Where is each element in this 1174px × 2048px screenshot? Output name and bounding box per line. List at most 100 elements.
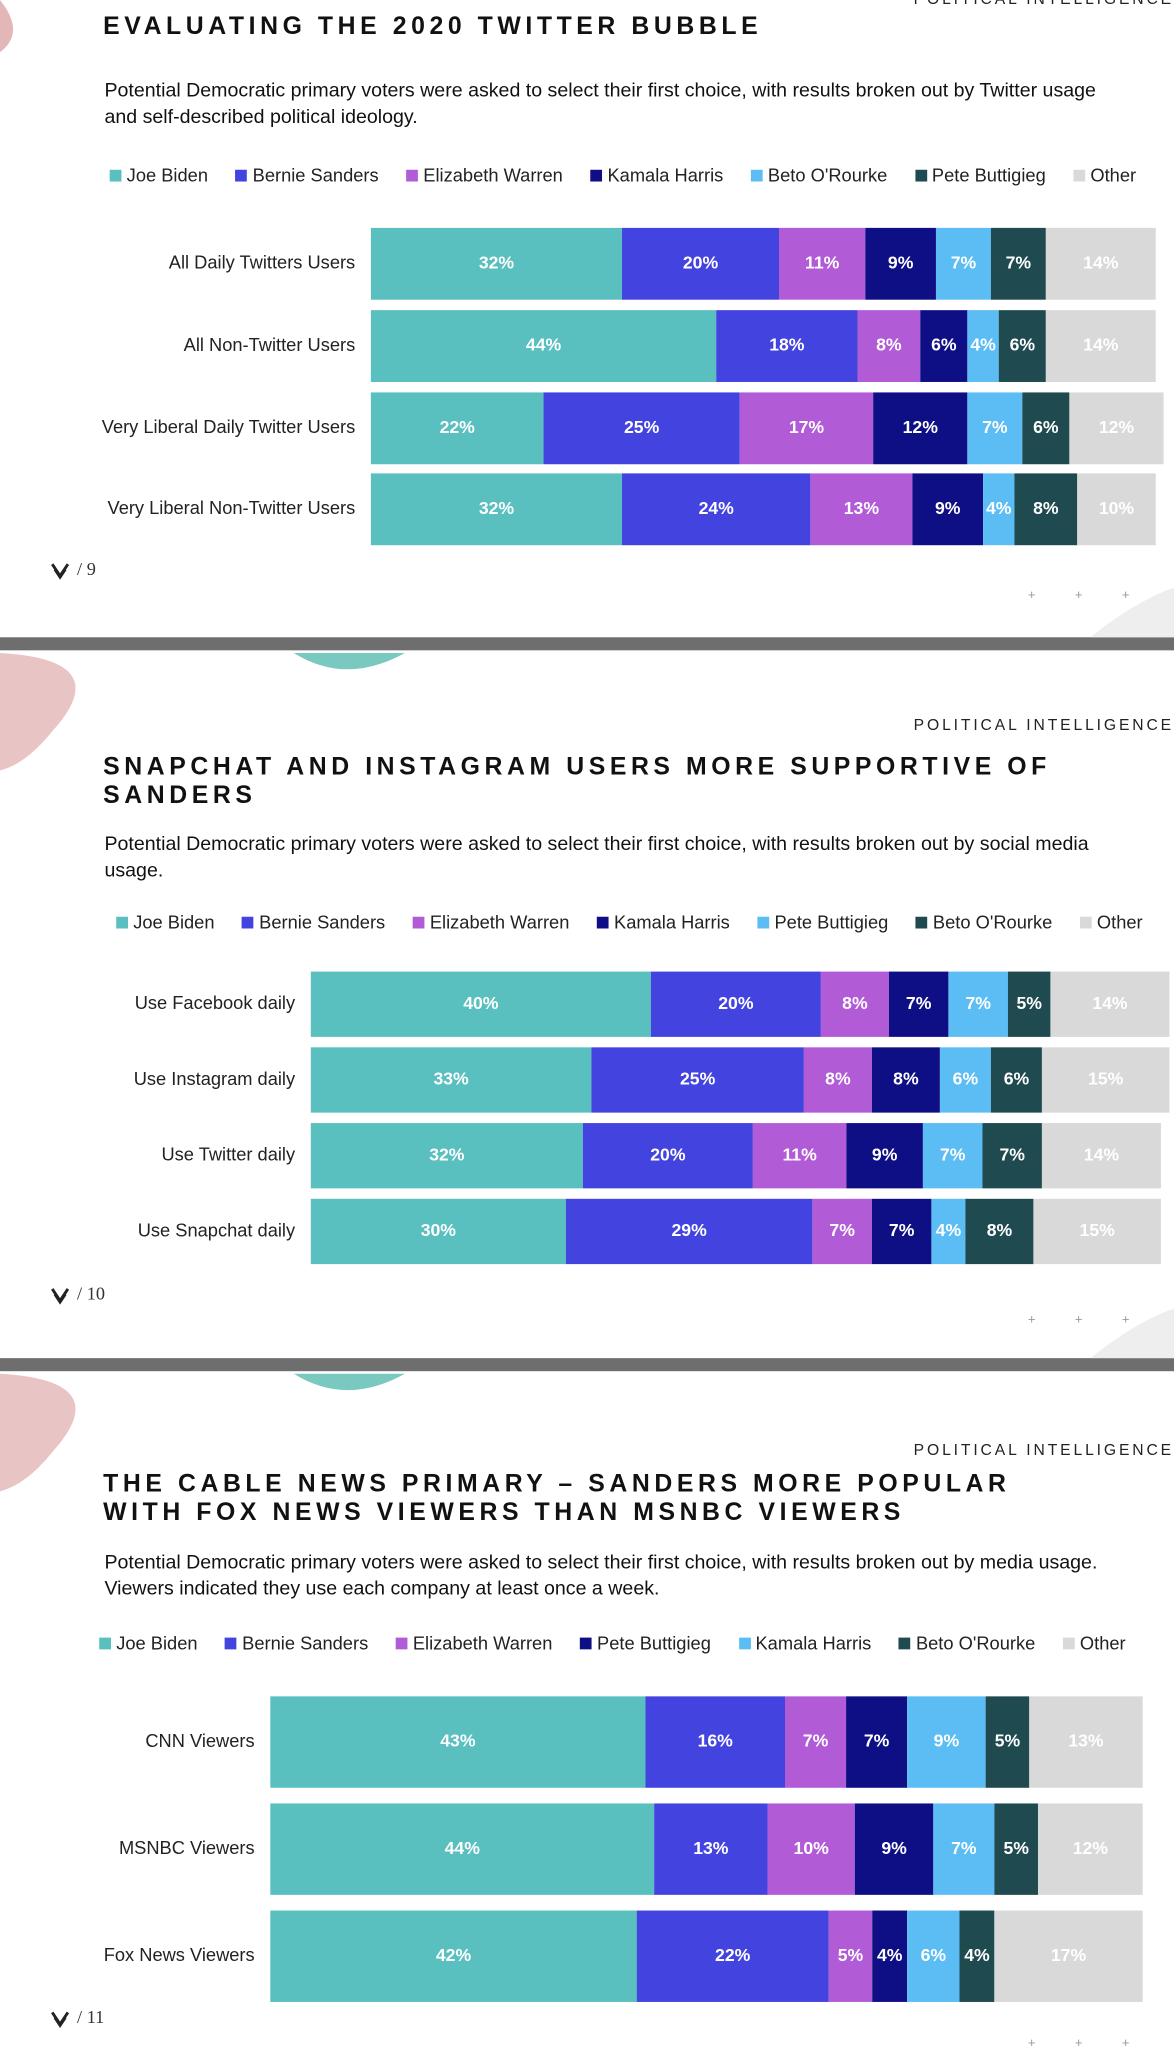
bar-segment bbox=[1037, 1803, 1143, 1895]
bar-segment bbox=[1045, 310, 1156, 382]
data-label: 6% bbox=[1004, 1069, 1030, 1089]
legend-item: Kamala Harris bbox=[738, 1632, 871, 1653]
bar-segment bbox=[778, 227, 866, 300]
logo bbox=[51, 563, 70, 580]
bar-segment bbox=[985, 1696, 1030, 1788]
legend-item: Pete Buttigieg bbox=[580, 1632, 711, 1653]
legend-label: Beto O'Rourke bbox=[915, 1632, 1036, 1654]
legend-item: Beto O'Rourke bbox=[915, 912, 1052, 932]
data-label: 15% bbox=[1080, 1220, 1116, 1240]
data-label: 9% bbox=[935, 498, 961, 518]
data-label: 6% bbox=[1010, 335, 1036, 355]
bar-segment bbox=[1029, 1696, 1143, 1788]
data-label: 22% bbox=[715, 1945, 751, 1965]
data-label: 7% bbox=[982, 417, 1008, 437]
legend-label: Other bbox=[1096, 911, 1143, 933]
data-label: 32% bbox=[479, 498, 515, 518]
slide-subtitle: Potential Democratic primary voters were… bbox=[104, 1551, 1098, 1600]
bar-segment bbox=[1041, 1047, 1170, 1113]
bar-segment bbox=[994, 1803, 1038, 1895]
data-label: 7% bbox=[1006, 252, 1032, 272]
bar-segment bbox=[994, 1910, 1143, 2002]
bar-segment bbox=[1050, 971, 1170, 1037]
data-label: 42% bbox=[436, 1945, 472, 1965]
legend-item: Elizabeth Warren bbox=[395, 1632, 552, 1653]
legend-item: Kamala Harris bbox=[597, 912, 730, 932]
data-label: 8% bbox=[987, 1220, 1013, 1240]
legend-item: Joe Biden bbox=[99, 1632, 198, 1654]
data-label: 30% bbox=[421, 1220, 457, 1240]
category-label: Very Liberal Non-Twitter Users bbox=[108, 497, 356, 518]
brand: POLITICAL INTELLIGENCE bbox=[914, 0, 1174, 8]
bar-segment bbox=[1069, 392, 1164, 465]
data-label: 13% bbox=[693, 1838, 729, 1858]
legend-item: Pete Buttigieg bbox=[757, 911, 889, 933]
data-label: 4% bbox=[877, 1945, 903, 1965]
bar-segment bbox=[752, 1123, 847, 1189]
legend-item: Bernie Sanders bbox=[225, 1632, 368, 1653]
page-number: / 9 bbox=[77, 559, 96, 579]
category-label: MSNBC Viewers bbox=[119, 1837, 255, 1858]
data-label: 25% bbox=[624, 417, 660, 437]
decoration: + bbox=[1028, 2035, 1036, 2047]
data-label: 14% bbox=[1083, 335, 1119, 355]
bar-segment bbox=[716, 310, 858, 382]
bar-segment bbox=[873, 392, 968, 465]
decoration: + bbox=[1122, 1312, 1130, 1327]
data-label: 15% bbox=[1088, 1069, 1124, 1089]
bar-segment bbox=[846, 1696, 908, 1788]
data-label: 32% bbox=[479, 252, 515, 272]
legend-swatch bbox=[1073, 169, 1086, 182]
legend-label: Pete Buttigieg bbox=[774, 911, 889, 933]
legend-label: Kamala Harris bbox=[607, 164, 724, 186]
bar-segment bbox=[888, 971, 949, 1037]
bar-segment bbox=[965, 1198, 1034, 1265]
data-label: 7% bbox=[951, 1838, 977, 1858]
bar-segment bbox=[270, 1803, 655, 1895]
bar-segment bbox=[767, 1803, 855, 1895]
bar-segment bbox=[582, 1123, 753, 1189]
data-label: 8% bbox=[893, 1069, 919, 1089]
bar-segment bbox=[846, 1123, 923, 1189]
bar-segment bbox=[270, 1696, 646, 1788]
data-label: 7% bbox=[803, 1731, 829, 1751]
decoration: + bbox=[1122, 2035, 1130, 2047]
bar-segment bbox=[636, 1910, 829, 2002]
data-label: 6% bbox=[953, 1069, 979, 1089]
bar-segment bbox=[591, 1047, 804, 1113]
bar-segment bbox=[1033, 1198, 1161, 1265]
legend-label: Other bbox=[1090, 164, 1137, 186]
legend-swatch bbox=[225, 1637, 237, 1650]
brand: POLITICAL INTELLIGENCE bbox=[913, 1440, 1174, 1459]
legend-label: Elizabeth Warren bbox=[429, 911, 570, 933]
data-label: 44% bbox=[445, 1838, 481, 1858]
data-label: 6% bbox=[931, 335, 957, 355]
data-label: 9% bbox=[881, 1838, 907, 1858]
bar-segment bbox=[543, 392, 740, 465]
legend-swatch bbox=[590, 169, 603, 182]
data-label: 16% bbox=[698, 1731, 734, 1751]
category-label: CNN Viewers bbox=[145, 1730, 254, 1751]
data-label: 20% bbox=[650, 1144, 686, 1164]
legend-label: Joe Biden bbox=[116, 1632, 198, 1654]
bar-segment bbox=[865, 227, 936, 300]
data-label: 5% bbox=[1016, 993, 1042, 1013]
data-label: 4% bbox=[986, 498, 1012, 518]
data-label: 6% bbox=[1033, 417, 1059, 437]
bar-segment bbox=[912, 473, 984, 546]
slide-subtitle: Potential Democratic primary voters were… bbox=[104, 833, 1089, 881]
data-label: 9% bbox=[934, 1731, 960, 1751]
bar-segment bbox=[622, 227, 779, 300]
legend-label: Bernie Sanders bbox=[242, 1632, 369, 1654]
bar-segment bbox=[854, 1803, 934, 1895]
decoration bbox=[0, 0, 14, 53]
decoration bbox=[0, 652, 76, 771]
data-label: 7% bbox=[906, 993, 932, 1013]
slide-separator bbox=[0, 637, 1174, 651]
legend: Joe Biden Bernie Sanders Elizabeth Warren K… bbox=[109, 164, 1137, 186]
bar-segment bbox=[1041, 1123, 1161, 1189]
data-label: 25% bbox=[680, 1069, 716, 1089]
bar-segment bbox=[922, 1123, 983, 1189]
data-label: 9% bbox=[888, 252, 914, 272]
